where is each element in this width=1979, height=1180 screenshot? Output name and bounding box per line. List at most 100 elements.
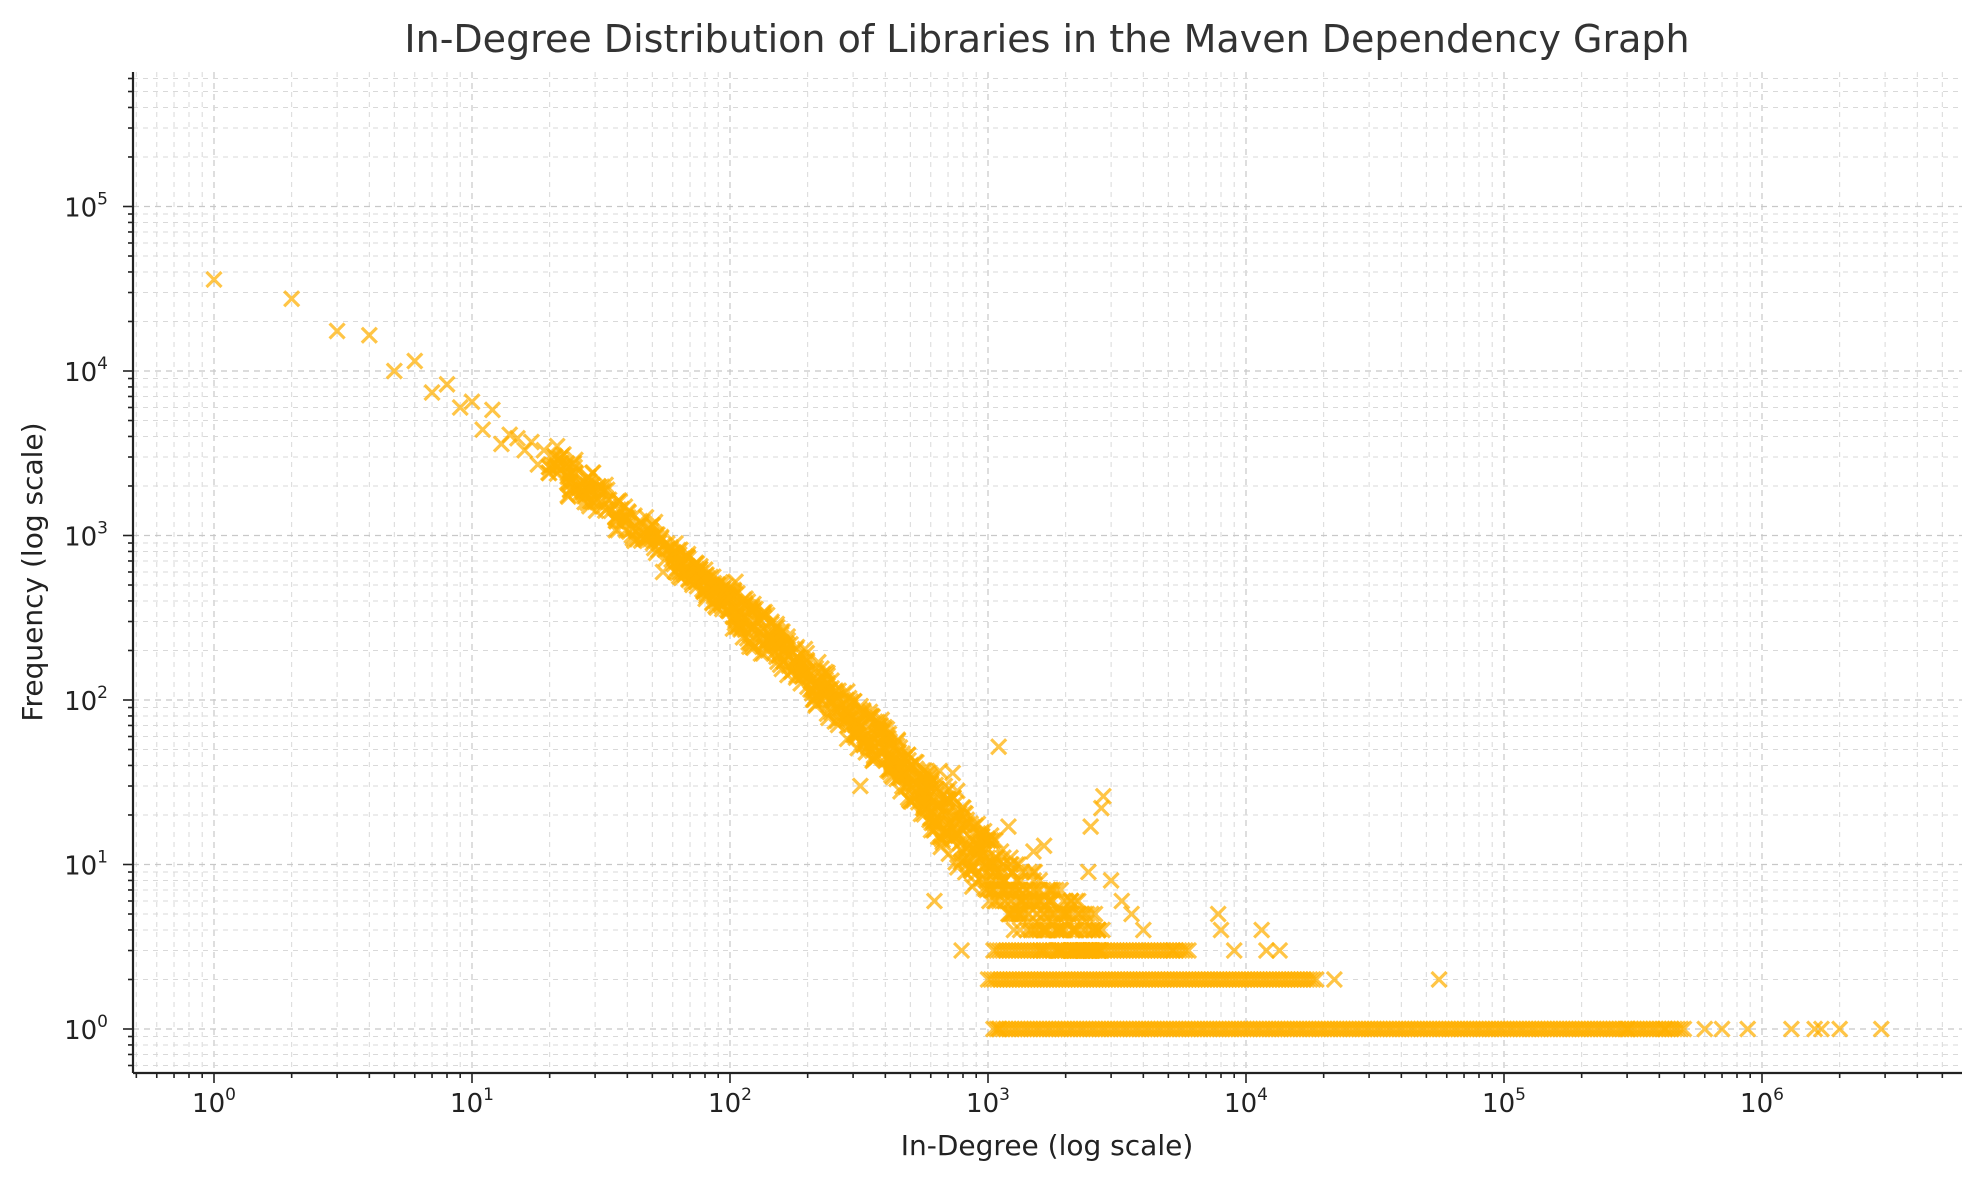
data-point [1257,941,1276,960]
x-tick-label: 103 [966,1085,1010,1119]
data-point [1026,863,1044,881]
data-point [283,290,301,308]
data-point [851,777,869,795]
data-point [1672,1020,1690,1038]
data-point [1069,892,1087,910]
data-point [1812,1020,1831,1038]
data-point [958,855,976,873]
data-point [1035,837,1053,855]
data-point [535,441,553,459]
data-point [990,1020,1008,1038]
data-point [1713,1020,1731,1038]
data-point [1048,921,1067,939]
data-point [1024,842,1043,861]
data-point [1122,905,1141,923]
data-point [654,563,672,581]
data-point [1270,941,1289,960]
data-point [1083,921,1102,939]
y-tick-label: 103 [64,519,108,553]
data-point [1618,1020,1636,1038]
data-point [562,465,580,483]
data-point [438,375,456,393]
x-tick-label: 104 [1224,1085,1268,1119]
data-point [914,799,932,817]
data-point [798,644,816,662]
data-point [1134,921,1152,939]
data-point [809,653,827,671]
data-point [1176,941,1195,960]
data-point [1094,787,1112,805]
data-point [483,401,502,419]
data-point [1060,905,1078,923]
data-point [1086,905,1104,923]
data-point [589,477,607,495]
data-point [1307,970,1325,989]
data-point [793,667,811,686]
data-point [1113,892,1131,910]
data-point [1696,1020,1714,1038]
x-axis-label: In-Degree (log scale) [901,1129,1194,1162]
y-tick-label: 100 [64,1012,108,1046]
data-point [1669,1020,1687,1038]
data-point [1005,921,1023,939]
y-tick-label: 104 [64,354,108,388]
data-point [744,602,763,620]
data-point [474,421,492,439]
data-point [1212,921,1230,939]
x-tick-label: 101 [450,1085,494,1119]
data-point [1872,1020,1890,1038]
data-point [423,383,441,402]
data-point [1079,863,1098,881]
data-point [406,352,424,370]
data-point [1209,905,1227,923]
data-point [1782,1020,1801,1038]
data-point [1082,905,1100,923]
data-point [1089,921,1107,939]
data-point [1001,849,1020,867]
data-point [1253,921,1271,939]
data-point [1225,941,1243,960]
data-point [1082,817,1100,836]
data-point [1102,871,1120,890]
data-point [1304,970,1322,989]
data-point [936,777,954,795]
data-point [1064,921,1083,939]
data-point [990,738,1008,756]
data-point [1806,1020,1824,1038]
y-tick-label: 101 [64,848,108,882]
data-point [921,768,939,786]
data-point [1831,1020,1849,1038]
data-point [861,703,879,721]
x-tick-label: 100 [192,1085,236,1119]
x-tick-label: 106 [1740,1085,1784,1119]
data-point [1739,1020,1757,1038]
x-tick-label: 105 [1482,1085,1526,1119]
data-point [1675,1020,1693,1038]
tick-marks [123,77,1944,1083]
data-point [925,892,944,910]
y-axis-label: Frequency (log scale) [16,422,49,721]
data-point [1325,970,1343,989]
data-point [1656,1020,1674,1038]
data-points [205,270,1890,1038]
data-point [999,817,1018,836]
data-point [1164,941,1182,960]
data-point [385,362,403,380]
data-point [1430,970,1448,989]
data-point [873,730,891,748]
data-point [522,433,541,451]
data-point [360,326,378,344]
data-point [463,393,481,411]
data-point [1057,905,1075,923]
data-point [508,429,527,447]
data-point [1301,970,1319,989]
y-tick-label: 102 [64,683,108,717]
data-point [566,451,584,469]
data-point [1062,892,1080,910]
data-point [205,270,223,289]
data-point [451,398,469,417]
y-tick-label: 105 [64,190,108,224]
data-point [986,831,1004,850]
